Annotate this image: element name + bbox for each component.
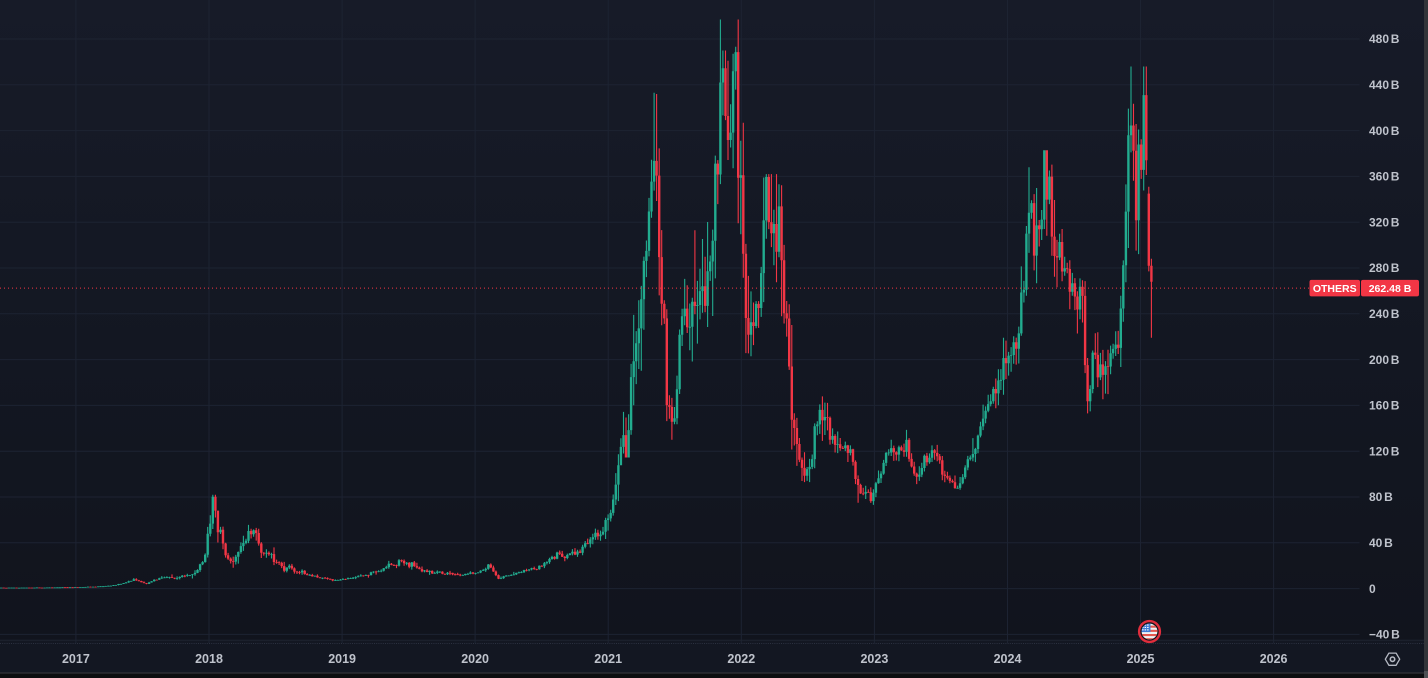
svg-text:262.48 B: 262.48 B xyxy=(1369,283,1412,295)
svg-text:2023: 2023 xyxy=(860,652,888,666)
svg-text:320 B: 320 B xyxy=(1369,215,1400,229)
svg-text:120 B: 120 B xyxy=(1369,444,1400,458)
svg-text:240 B: 240 B xyxy=(1369,307,1400,321)
svg-text:−40 B: −40 B xyxy=(1369,628,1400,642)
svg-text:360 B: 360 B xyxy=(1369,170,1400,184)
svg-text:2024: 2024 xyxy=(994,652,1022,666)
svg-text:2018: 2018 xyxy=(195,652,223,666)
svg-text:200 B: 200 B xyxy=(1369,353,1400,367)
svg-text:0: 0 xyxy=(1369,582,1376,596)
svg-text:2017: 2017 xyxy=(62,652,90,666)
svg-text:160 B: 160 B xyxy=(1369,399,1400,413)
svg-text:80 B: 80 B xyxy=(1369,490,1393,504)
svg-text:OTHERS: OTHERS xyxy=(1313,283,1357,295)
svg-text:2022: 2022 xyxy=(727,652,755,666)
svg-text:2019: 2019 xyxy=(328,652,356,666)
svg-text:400 B: 400 B xyxy=(1369,124,1400,138)
svg-text:40 B: 40 B xyxy=(1369,536,1393,550)
svg-text:2025: 2025 xyxy=(1127,652,1155,666)
svg-text:440 B: 440 B xyxy=(1369,78,1400,92)
svg-text:480 B: 480 B xyxy=(1369,32,1400,46)
svg-text:280 B: 280 B xyxy=(1369,261,1400,275)
svg-text:2026: 2026 xyxy=(1260,652,1288,666)
svg-text:2021: 2021 xyxy=(594,652,622,666)
svg-text:2020: 2020 xyxy=(461,652,489,666)
